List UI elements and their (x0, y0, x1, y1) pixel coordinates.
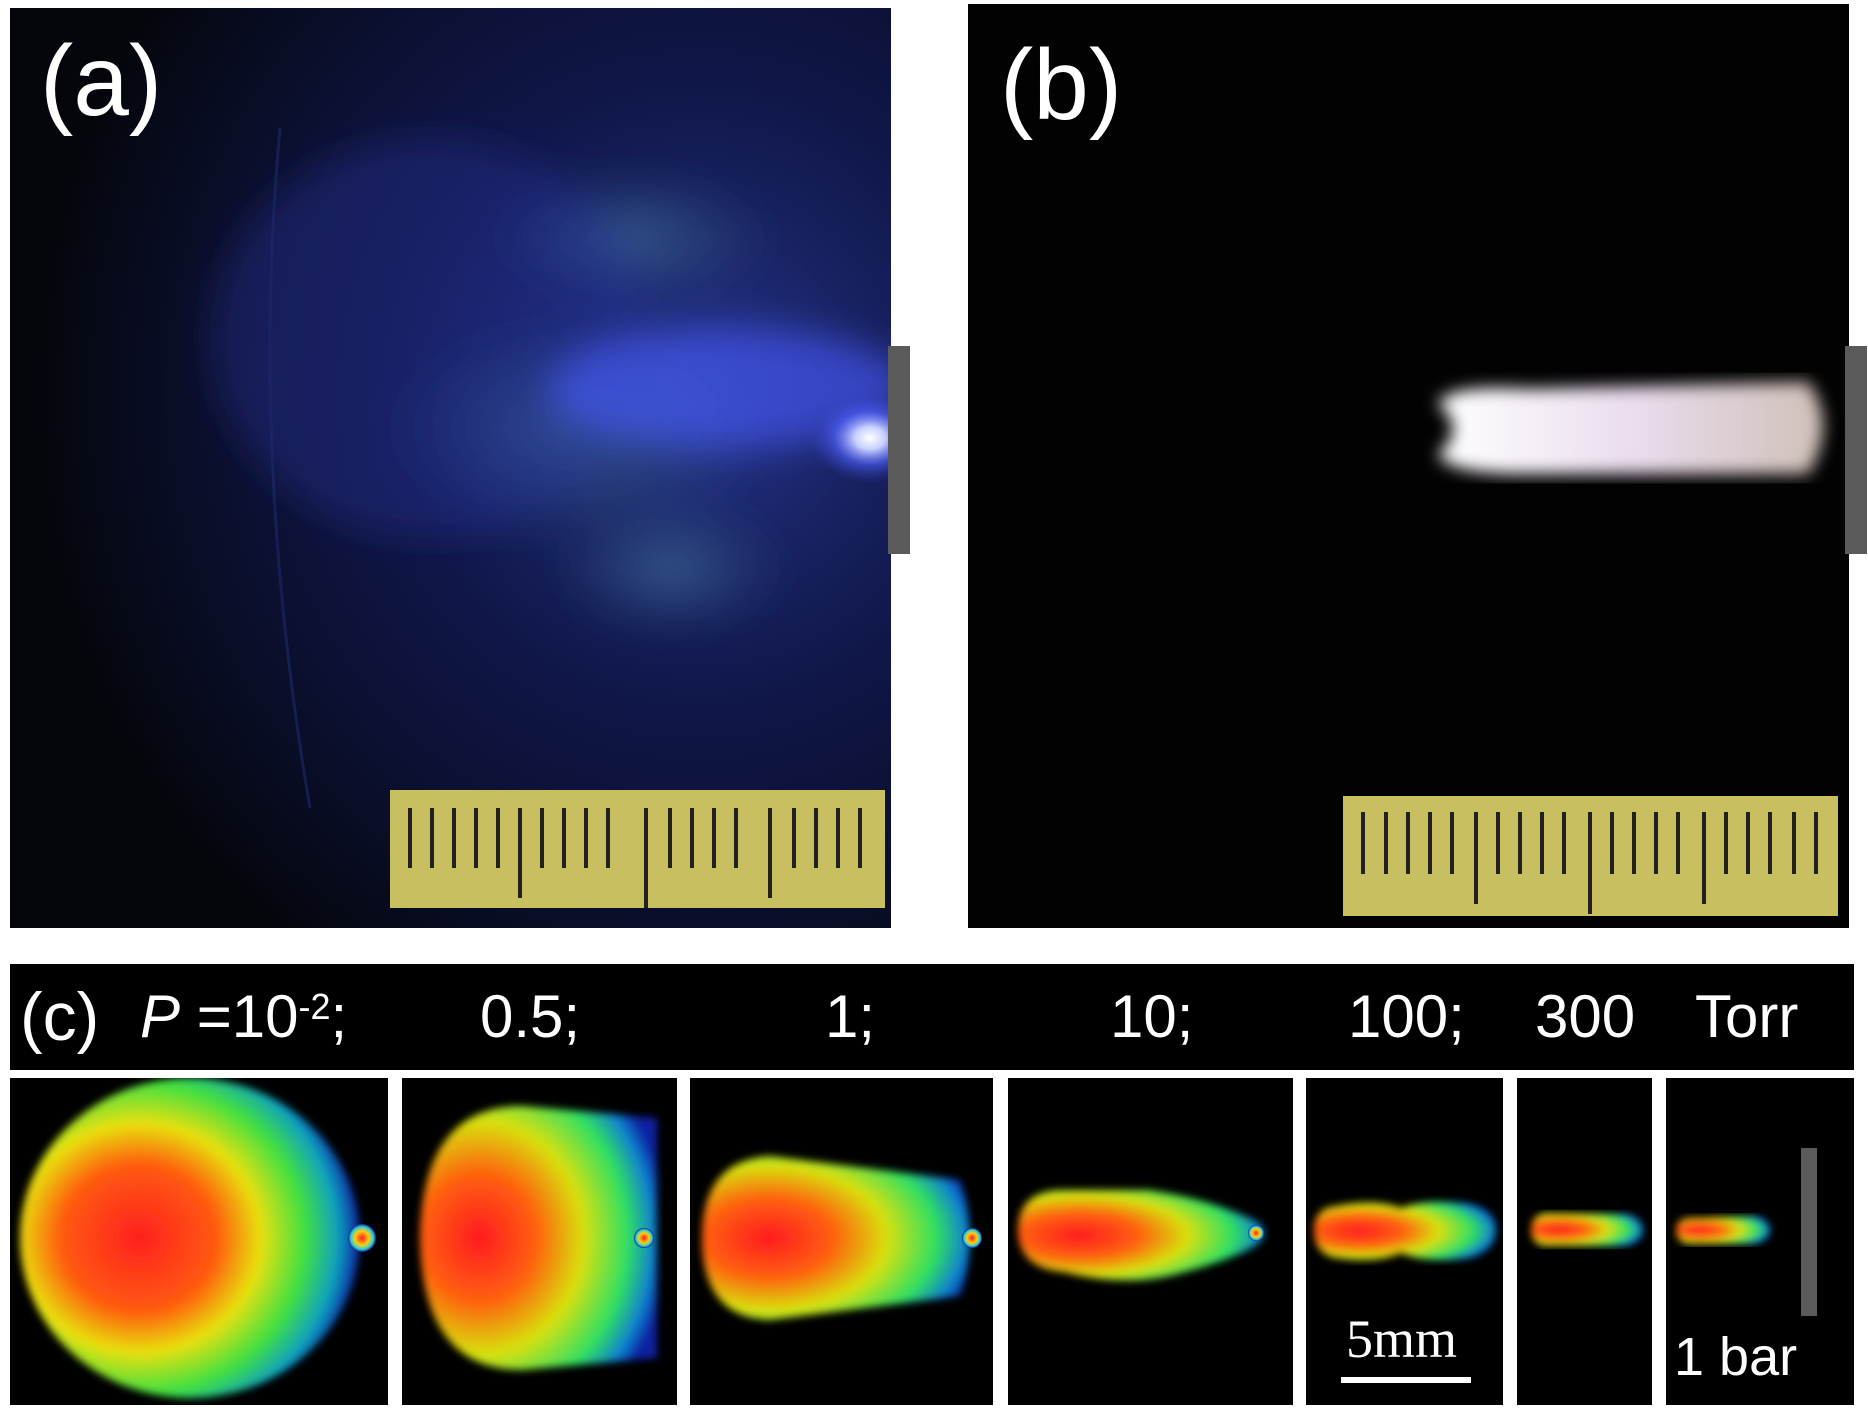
pressure-value-300: 300 (1535, 983, 1636, 1050)
pressure-value-10: 10; (1110, 983, 1194, 1050)
last-caption: 1 bar (1674, 1327, 1798, 1387)
electrode-a (888, 346, 910, 554)
ruler-a (390, 790, 885, 908)
plume-1e-2 (10, 1078, 388, 1405)
scale-bar-label: 5mm (1346, 1309, 1458, 1369)
pressure-value-100: 100; (1348, 983, 1465, 1050)
plume-1-bar (1666, 1078, 1854, 1405)
panel-c-label: (c) (20, 979, 100, 1055)
plume-300 (1517, 1078, 1652, 1405)
pressure-equals: =10 (180, 983, 299, 1050)
plume-1 (690, 1078, 993, 1405)
pressure-first-suffix: ; (330, 983, 348, 1050)
strip-10 (1008, 1078, 1293, 1405)
electrode-c (1801, 1148, 1817, 1316)
plume-100 (1306, 1078, 1503, 1405)
panel-a-label: (a) (40, 25, 163, 137)
pressure-unit: Torr (1695, 983, 1799, 1050)
pressure-value-1: 1; (825, 983, 876, 1050)
panel-b-photo: (b) (968, 4, 1849, 928)
pressure-exponent: -2 (298, 986, 331, 1027)
panel-b-image (968, 4, 1849, 928)
panel-a-image (10, 8, 891, 928)
strip-1e-2 (10, 1078, 388, 1405)
strip-1-bar: 1 bar (1666, 1078, 1854, 1405)
pressure-symbol: P (140, 983, 181, 1050)
panel-c-header: (c) P =10-2; 0.5; 1; 10; 100; 300 Torr (10, 964, 1854, 1070)
panel-a-photo: (a) (10, 8, 891, 928)
strip-300 (1517, 1078, 1652, 1405)
panel-b-label: (b) (1000, 29, 1123, 141)
ruler-b (1343, 796, 1838, 916)
pressure-value-0-5: 0.5; (480, 983, 581, 1050)
strip-1 (690, 1078, 993, 1405)
strip-0-5 (402, 1078, 677, 1405)
electrode-b (1845, 346, 1867, 554)
plume-0-5 (402, 1078, 677, 1405)
plume-10 (1008, 1078, 1293, 1405)
pressure-first: P =10-2; (140, 964, 347, 1070)
strip-100: 5mm (1306, 1078, 1503, 1405)
